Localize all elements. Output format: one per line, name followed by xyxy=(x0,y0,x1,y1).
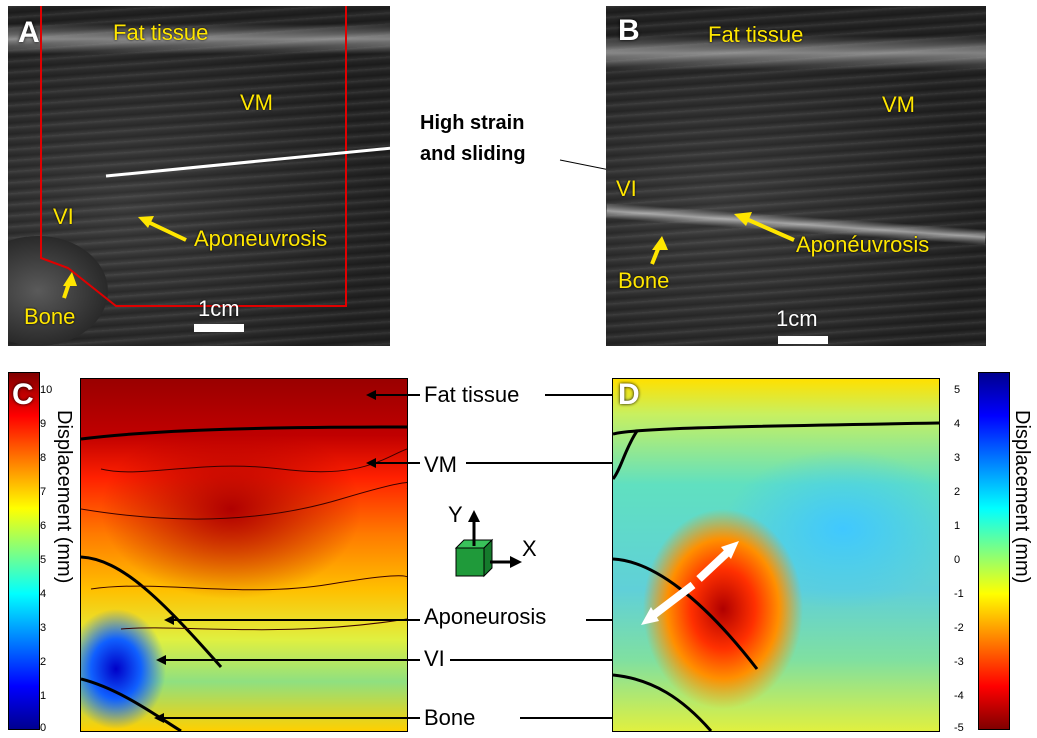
tick-d-m2: -2 xyxy=(954,622,964,634)
tick-c-7: 7 xyxy=(40,486,47,498)
tick-c-4: 4 xyxy=(40,588,47,600)
mid-label-bone: Bone xyxy=(424,705,476,730)
tick-c-2: 2 xyxy=(40,656,47,668)
tick-d-m5: -5 xyxy=(954,722,964,734)
axis-y-label: Y xyxy=(448,502,463,527)
tick-d-m1: -1 xyxy=(954,588,964,600)
displacement-map-d xyxy=(612,378,940,732)
displacement-map-c xyxy=(80,378,408,732)
map-c-boundaries xyxy=(81,425,407,731)
ultrasound-panel-a: A Fat tissue VM VI Aponeuvrosis Bone 1cm xyxy=(8,6,390,346)
vm-label-b: VM xyxy=(882,92,915,117)
tick-d-3: 3 xyxy=(954,452,961,464)
panel-letter-b: B xyxy=(618,14,640,47)
colorbar-c-ticks: 10 9 8 7 6 5 4 3 2 1 0 xyxy=(40,384,64,734)
axis-x-label: X xyxy=(522,536,537,561)
tick-c-1: 1 xyxy=(40,690,47,702)
tick-d-4: 4 xyxy=(954,418,961,430)
vi-label-a: VI xyxy=(53,204,74,229)
roi-outline xyxy=(40,6,390,332)
tick-c-8: 8 xyxy=(40,452,47,464)
bone-label-b: Bone xyxy=(618,268,670,293)
axis-cube xyxy=(454,510,522,578)
mid-label-aponeurosis: Aponeurosis xyxy=(424,604,547,629)
tick-c-10: 10 xyxy=(40,384,53,396)
tick-d-1: 1 xyxy=(954,520,961,532)
note-line-2: and sliding xyxy=(420,143,526,165)
high-strain-note: High strain and sliding xyxy=(420,112,570,166)
panel-letter-c: C xyxy=(12,378,34,411)
aponeurosis-label-a: Aponeuvrosis xyxy=(194,226,328,251)
scale-label-b: 1cm xyxy=(776,306,818,331)
colorbar-d xyxy=(978,372,1010,730)
tick-d-m3: -3 xyxy=(954,656,964,668)
ultrasound-panel-b: B Fat tissue VM VI Aponéuvrosis Bone 1cm xyxy=(606,6,986,346)
aponeurosis-label-b: Aponéuvrosis xyxy=(796,232,930,257)
map-d-boundaries xyxy=(613,421,939,731)
mid-label-vi: VI xyxy=(424,646,445,671)
tick-c-6: 6 xyxy=(40,520,47,532)
colorbar-d-ticks: 5 4 3 2 1 0 -1 -2 -3 -4 -5 xyxy=(954,384,978,734)
mid-label-fat: Fat tissue xyxy=(424,382,520,407)
scale-label-a: 1cm xyxy=(198,296,240,321)
vm-label-a: VM xyxy=(240,90,273,115)
colorbar-c-label: Displacement (mm) xyxy=(53,410,75,584)
panel-letter-d: D xyxy=(618,378,640,411)
tick-d-5: 5 xyxy=(954,384,961,396)
colorbar-c xyxy=(8,372,40,730)
vi-label-b: VI xyxy=(616,176,637,201)
panel-letter-a: A xyxy=(18,16,40,49)
tick-c-5: 5 xyxy=(40,554,47,566)
fat-tissue-label-b: Fat tissue xyxy=(708,22,804,47)
tick-d-2: 2 xyxy=(954,486,961,498)
tick-d-0: 0 xyxy=(954,554,961,566)
panel-b-annotations xyxy=(650,212,828,344)
tick-c-0: 0 xyxy=(40,722,47,734)
colorbar-d-label: Displacement (mm) xyxy=(1011,410,1033,584)
fat-tissue-label-a: Fat tissue xyxy=(113,20,209,45)
bone-label-a: Bone xyxy=(24,304,76,329)
tick-d-m4: -4 xyxy=(954,690,964,702)
mid-label-vm: VM xyxy=(424,452,457,477)
tick-c-9: 9 xyxy=(40,418,47,430)
tick-c-3: 3 xyxy=(40,622,47,634)
note-line-1: High strain xyxy=(420,112,525,134)
